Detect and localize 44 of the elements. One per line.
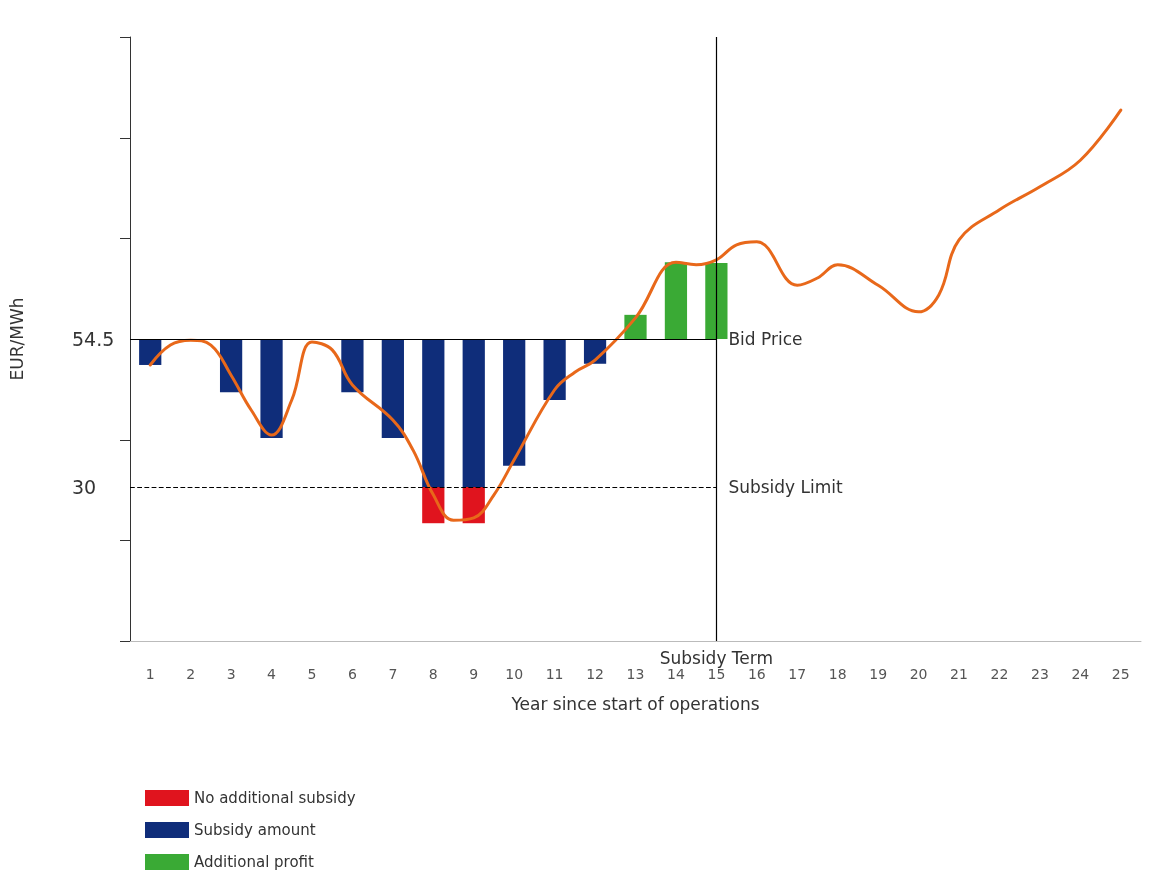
x-tick-label: 16 xyxy=(747,666,766,682)
x-tick-label: 25 xyxy=(1111,666,1130,682)
x-tick-label: 2 xyxy=(186,666,196,682)
x-tick-label: 12 xyxy=(586,666,604,682)
x-tick-label: 14 xyxy=(667,666,685,682)
x-tick-label: 13 xyxy=(626,666,645,682)
bar xyxy=(422,339,445,487)
ref-line-label: Bid Price xyxy=(728,329,803,349)
x-tick-label: 7 xyxy=(388,666,398,682)
bar xyxy=(664,262,688,339)
y-tick-label: 54.5 xyxy=(72,328,115,350)
ref-line-label: Subsidy Term xyxy=(659,647,774,668)
x-tick-label: 20 xyxy=(909,666,928,682)
line-series xyxy=(148,108,1123,522)
x-tick-label: 22 xyxy=(990,666,1009,682)
x-tick-label: 1 xyxy=(145,666,155,682)
x-tick-label: 15 xyxy=(707,666,726,682)
legend-label: Additional profit xyxy=(194,853,315,871)
legend-label: No additional subsidy xyxy=(194,789,356,807)
x-tick-label: 4 xyxy=(267,666,277,682)
x-tick-label: 18 xyxy=(828,666,847,682)
x-axis-title: Year since start of operations xyxy=(510,694,760,714)
x-tick-label: 10 xyxy=(505,666,524,682)
x-tick-label: 23 xyxy=(1030,666,1049,682)
x-tick-label: 19 xyxy=(869,666,888,682)
x-tick-label: 17 xyxy=(788,666,807,682)
bar xyxy=(381,339,404,439)
x-tick-label: 6 xyxy=(347,666,357,682)
y-tick-label: 30 xyxy=(72,475,97,498)
ref-line-label: Subsidy Limit xyxy=(728,476,844,497)
bar xyxy=(543,339,566,400)
legend-label: Subsidy amount xyxy=(194,821,316,839)
bar xyxy=(503,339,526,466)
bar xyxy=(260,339,283,439)
x-tick-label: 5 xyxy=(307,666,317,682)
bar xyxy=(462,339,485,487)
x-tick-label: 3 xyxy=(226,666,236,682)
x-tick-label: 11 xyxy=(545,666,564,682)
x-tick-label: 21 xyxy=(950,666,968,682)
x-tick-label: 24 xyxy=(1071,666,1090,682)
y-axis-title: EUR/MWh xyxy=(6,297,27,381)
x-tick-label: 9 xyxy=(469,666,479,682)
x-tick-label: 8 xyxy=(428,666,438,682)
bar xyxy=(705,262,728,339)
